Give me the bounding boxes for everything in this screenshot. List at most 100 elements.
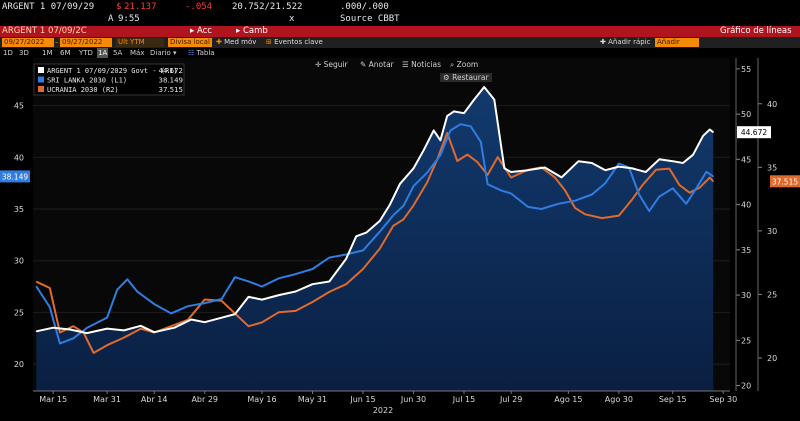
argent-series-point — [389, 204, 391, 206]
argent-series-point — [493, 99, 495, 101]
tab-3d[interactable]: 3D — [19, 49, 29, 57]
r1-axis-tick-label: 45 — [741, 155, 751, 164]
follow-button[interactable]: ✛ Seguir — [315, 60, 348, 69]
sri-lanka-series-point — [86, 327, 88, 329]
sri-lanka-series-point — [439, 154, 441, 156]
argent-series-point — [604, 169, 607, 171]
actions-label: Acc — [196, 26, 212, 36]
ucrania-series-point — [328, 291, 330, 293]
argent-series-point — [483, 86, 485, 88]
argent-series-point — [672, 160, 674, 162]
last-value-labels: ARGENT 1 07/09/2029 Govt - (R1)44.672SRI… — [0, 63, 800, 188]
ucrania-series-point — [699, 187, 701, 189]
tab-1m[interactable]: 1M — [42, 49, 53, 57]
r1-axis-tick-label: 30 — [741, 291, 751, 300]
tab-6m[interactable]: 6M — [60, 49, 71, 57]
chart-title: Gráfico de líneas — [720, 26, 792, 36]
ucrania-series-point — [689, 192, 691, 194]
x-axis-tick-label: Jul 29 — [499, 395, 522, 404]
ucrania-series-point — [93, 352, 95, 354]
argent-series-point — [692, 154, 694, 156]
last-ytm-field[interactable]: Ult YTM — [116, 38, 164, 47]
ucrania-series-point — [278, 311, 280, 313]
argent-series-point — [631, 167, 634, 169]
key-events-toggle[interactable]: ⊞ Eventos clave — [266, 38, 323, 46]
legend-series-name: UCRANIA 2030 (R2) — [47, 86, 119, 94]
sri-lanka-series-point — [153, 303, 155, 305]
moving-avg-toggle[interactable]: ✚ Med móv — [216, 38, 257, 46]
currency-field[interactable]: Divisa local — [168, 38, 212, 47]
argent-series-point — [261, 299, 263, 301]
legend-series-name: ARGENT 1 07/09/2029 Govt - (R1) — [47, 67, 178, 75]
sri-lanka-series-point — [618, 162, 620, 165]
sri-lanka-series-point — [510, 192, 512, 195]
price-currency: $ — [116, 2, 122, 12]
sri-lanka-series-point — [106, 317, 108, 319]
last-price: 21.137 — [124, 2, 157, 12]
change-menu[interactable]: ▸ Camb — [236, 26, 268, 36]
ucrania-series-point — [641, 184, 644, 186]
end-date-field[interactable]: 09/27/2022 — [60, 38, 112, 47]
ucrania-series-point — [655, 169, 657, 171]
left-axis-tick-label: 25 — [14, 308, 24, 317]
sri-lanka-series-point — [234, 276, 236, 278]
x-axis-tick-label: Ago 30 — [605, 395, 633, 404]
frequency-selector[interactable]: Diario ▾ — [150, 49, 177, 57]
tab-1d[interactable]: 1D — [3, 49, 13, 57]
argent-series-point — [52, 327, 54, 329]
bid-ask: 20.752/21.522 — [232, 2, 303, 12]
x-axis-tick-label: May 16 — [247, 395, 276, 404]
add-quick-button[interactable]: ✚ Añadir rápic — [600, 38, 651, 46]
tab-1a[interactable]: 1A — [97, 48, 109, 58]
argent-series-point — [247, 296, 250, 298]
zoom-label: Zoom — [456, 60, 479, 69]
sri-lanka-series-point — [345, 253, 347, 256]
argent-series-point — [69, 328, 71, 331]
x-axis-tick-label: Jul 15 — [452, 395, 475, 404]
ucrania-series-point — [712, 180, 714, 182]
ucrania-series-point — [204, 298, 206, 301]
legend-background — [33, 63, 185, 96]
table-view-button[interactable]: ☷ Tabla — [188, 48, 215, 58]
argent-series-point — [379, 220, 381, 222]
title-bar: ARGENT 1 07/09/2C ▸ Acc ▸ Camb Gráfico d… — [0, 26, 800, 37]
legend-series-name: SRI LANKA 2030 (L1) — [47, 77, 127, 85]
argent-series-point — [473, 99, 475, 101]
sri-lanka-series-point — [449, 129, 452, 131]
ucrania-series-point — [123, 337, 125, 339]
start-date-field[interactable]: 09/27/2022 — [2, 38, 54, 47]
sri-lanka-series-point — [221, 298, 223, 300]
change-label: Camb — [242, 26, 268, 36]
ucrania-series-point — [554, 176, 556, 179]
security-field[interactable]: ARGENT 1 07/09/2C — [2, 26, 87, 36]
annotate-button[interactable]: ✎ Anotar — [360, 60, 394, 69]
sri-lanka-series-point — [527, 206, 529, 208]
r1-area — [36, 87, 714, 391]
restore-button[interactable]: ⚙ Restaurar — [440, 73, 492, 82]
ucrania-series-point — [564, 189, 566, 191]
follow-label: Seguir — [323, 60, 348, 69]
sri-lanka-series-point — [574, 200, 576, 202]
argent-series-point — [463, 112, 465, 114]
argent-series-point — [278, 294, 280, 296]
tab-5a[interactable]: 5A — [113, 49, 123, 57]
ucrania-series-point — [584, 213, 586, 215]
ticker-label[interactable]: ARGENT 1 07/09/29 — [2, 2, 95, 12]
moving-avg-label: Med móv — [224, 38, 257, 46]
sri-lanka-series-point — [648, 210, 650, 212]
argent-series-point — [709, 128, 711, 131]
r1-last-value-badge — [737, 126, 771, 139]
r2-axis-tick-label: 20 — [767, 354, 777, 363]
sri-lanka-series-point — [311, 268, 314, 270]
r1-axis-tick-label: 50 — [741, 110, 751, 119]
ucrania-series-point — [709, 176, 711, 179]
news-button[interactable]: ☰ Noticias — [402, 60, 442, 69]
ucrania-series-point — [311, 301, 314, 303]
zoom-button[interactable]: ⌕ Zoom — [450, 60, 479, 69]
tab-ytd[interactable]: YTD — [79, 49, 93, 57]
actions-menu[interactable]: ▸ Acc — [190, 26, 212, 36]
tab-max[interactable]: Máx — [130, 49, 145, 57]
sri-lanka-series-point — [487, 183, 489, 185]
ucrania-series-point — [668, 168, 671, 170]
